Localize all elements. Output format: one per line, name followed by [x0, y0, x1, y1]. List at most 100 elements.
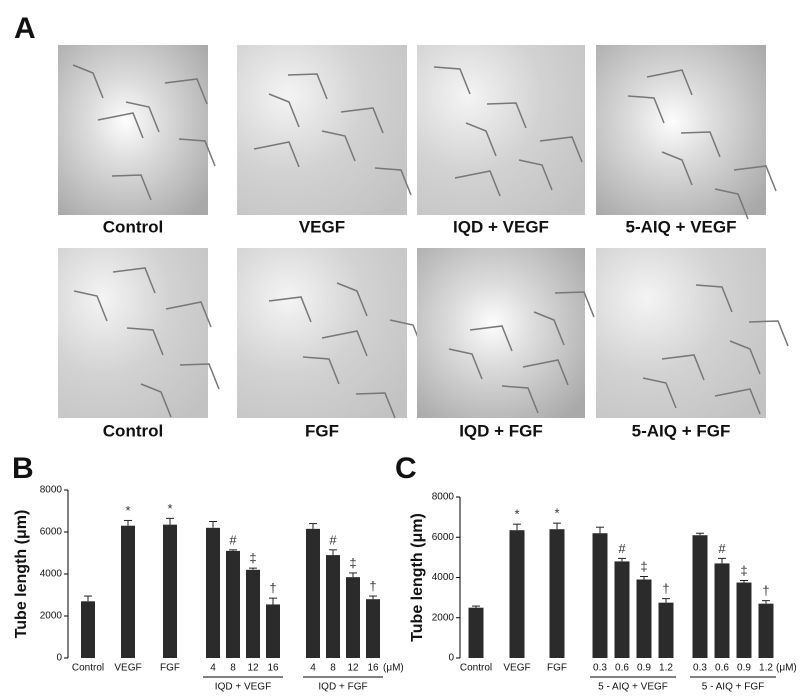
x-tick-label: 1.2 [659, 663, 673, 674]
image-caption: 5-AIQ + FGF [632, 421, 731, 440]
x-tick-label: 1.2 [759, 663, 773, 674]
group-label: 5 - AIQ + VEGF [598, 682, 668, 693]
significance-mark: * [514, 507, 519, 522]
significance-mark: ‡ [740, 563, 747, 578]
tube [695, 284, 733, 313]
tube [111, 174, 152, 201]
bar [226, 550, 240, 658]
micrograph [596, 248, 766, 418]
x-tick-label: 16 [267, 663, 279, 674]
tube [340, 107, 384, 134]
significance-mark: * [125, 503, 130, 518]
tube [518, 159, 553, 191]
image-caption: IQD + FGF [459, 421, 543, 440]
y-tick-label: 4000 [432, 572, 455, 583]
micrograph [417, 248, 585, 418]
x-tick-label: 0.9 [637, 663, 651, 674]
tube [469, 325, 513, 352]
x-tick-label: 12 [247, 663, 259, 674]
group-label: 5 - AIQ + FGF [702, 682, 765, 693]
tube [748, 320, 789, 347]
tube [178, 138, 216, 167]
x-tick-label: 4 [210, 663, 216, 674]
image-caption: 5-AIQ + VEGF [626, 217, 737, 236]
significance-mark: # [618, 541, 626, 556]
bar [549, 529, 565, 658]
bar [509, 530, 525, 658]
significance-mark: † [662, 581, 669, 596]
unit-label: (μM) [776, 663, 797, 674]
bar [714, 563, 730, 658]
x-tick-label: VEGF [114, 663, 141, 674]
micrograph [596, 45, 766, 215]
tube [73, 290, 108, 322]
tube [554, 291, 595, 318]
tube [336, 282, 368, 317]
micrograph [58, 248, 208, 418]
group-label: IQD + VEGF [215, 682, 271, 693]
bar [306, 528, 320, 658]
x-tick-label: FGF [547, 663, 567, 674]
y-tick-label: 6000 [40, 527, 63, 538]
x-tick-label: 0.6 [615, 663, 629, 674]
x-tick-label: Control [460, 663, 492, 674]
micrograph [237, 45, 407, 215]
tube [125, 101, 160, 133]
x-tick-label: FGF [160, 663, 180, 674]
unit-label: (μM) [383, 663, 404, 674]
bar [326, 555, 340, 658]
bar [346, 577, 360, 658]
micrograph [237, 248, 407, 418]
significance-mark: † [369, 578, 376, 593]
bar [266, 604, 280, 658]
x-tick-label: 0.3 [693, 663, 707, 674]
bar [81, 601, 95, 658]
bar [121, 525, 135, 658]
panel-label: C [395, 452, 417, 485]
bar [206, 527, 220, 658]
tube [533, 311, 565, 346]
x-tick-label: 16 [367, 663, 379, 674]
y-tick-label: 2000 [40, 611, 63, 622]
tube [729, 340, 761, 375]
bar [636, 579, 652, 658]
tube [140, 383, 172, 418]
bar [736, 582, 752, 658]
significance-mark: * [554, 506, 559, 521]
bar [758, 603, 774, 658]
y-tick-label: 6000 [432, 532, 455, 543]
tube [268, 93, 300, 128]
tube [501, 385, 539, 414]
tube [321, 130, 356, 162]
bar [468, 607, 484, 658]
significance-mark: ‡ [640, 559, 647, 574]
y-tick-label: 8000 [432, 492, 455, 503]
micrograph [417, 45, 585, 215]
tube [680, 131, 721, 158]
image-caption: Control [103, 217, 163, 236]
x-tick-label: 0.9 [737, 663, 751, 674]
image-caption: IQD + VEGF [453, 217, 549, 236]
group-label: IQD + FGF [318, 682, 367, 693]
bar [366, 599, 380, 658]
y-axis-label: Tube length (μm) [13, 510, 30, 639]
tube [126, 327, 164, 356]
y-axis-label: Tube length (μm) [409, 513, 426, 642]
tube [661, 151, 693, 186]
image-caption: VEGF [299, 217, 345, 236]
tube [486, 102, 527, 129]
significance-mark: † [762, 583, 769, 598]
tube [179, 363, 220, 390]
bar [614, 561, 630, 658]
tube [287, 73, 328, 100]
y-tick-label: 0 [56, 653, 62, 664]
tube [539, 136, 583, 163]
significance-mark: # [718, 541, 726, 556]
y-tick-label: 0 [448, 653, 454, 664]
tube [433, 66, 471, 95]
tube [112, 267, 156, 294]
significance-mark: ‡ [249, 551, 256, 566]
x-tick-label: 0.6 [715, 663, 729, 674]
x-tick-label: 4 [310, 663, 316, 674]
